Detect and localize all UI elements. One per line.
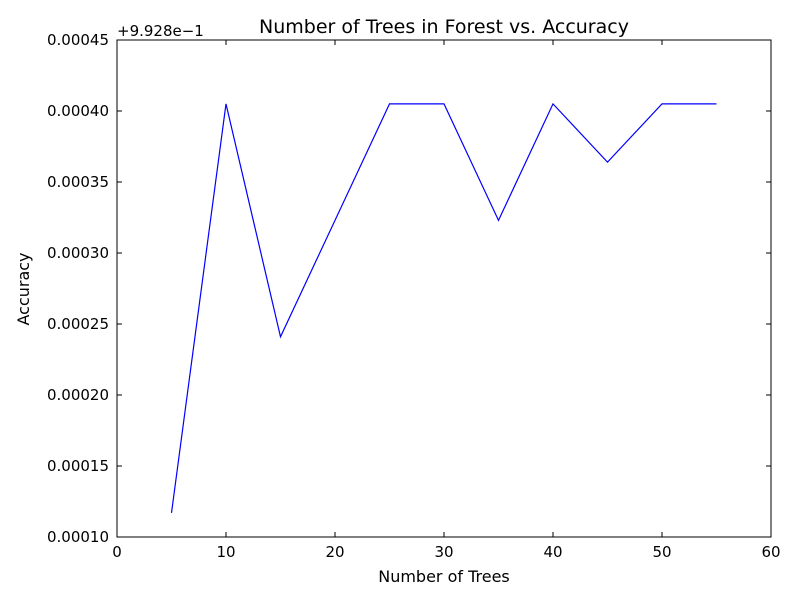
- chart-title: Number of Trees in Forest vs. Accuracy: [259, 16, 629, 38]
- data-point: [225, 103, 226, 104]
- y-offset-label: +9.928e−1: [117, 22, 204, 40]
- data-point: [443, 103, 444, 104]
- data-point: [552, 103, 553, 104]
- x-tick-label: 40: [543, 543, 562, 561]
- x-tick-label: 20: [325, 543, 344, 561]
- y-tick-label: 0.00045: [47, 31, 109, 49]
- series-line: [170, 102, 717, 513]
- y-tick-label: 0.00010: [47, 528, 109, 546]
- x-tick-label: 10: [216, 543, 235, 561]
- ticks-layer: 0 10 20 30 40 50 60 0.00010 0.00015 0.00020 0.0002…: [47, 31, 781, 561]
- series-layer: [170, 102, 717, 513]
- y-tick-label: 0.00030: [47, 244, 109, 262]
- data-point: [171, 512, 172, 513]
- x-tick-label: 50: [652, 543, 671, 561]
- y-axis-label: Accuracy: [14, 252, 33, 325]
- x-tick-label: 30: [434, 543, 453, 561]
- y-tick-label: 0.00040: [47, 102, 109, 120]
- y-tick-label: 0.00015: [47, 457, 109, 475]
- plot-frame: [116, 39, 772, 538]
- x-tick-label: 60: [761, 543, 780, 561]
- data-point: [661, 103, 662, 104]
- x-axis-label: Number of Trees: [378, 567, 510, 586]
- data-point: [334, 220, 335, 221]
- data-point: [389, 103, 390, 104]
- x-tick-label: 0: [112, 543, 122, 561]
- y-tick-label: 0.00025: [47, 315, 109, 333]
- y-tick-label: 0.00035: [47, 173, 109, 191]
- data-point: [716, 103, 717, 104]
- data-point: [498, 220, 499, 221]
- y-tick-label: 0.00020: [47, 386, 109, 404]
- data-point: [607, 162, 608, 163]
- data-point: [280, 336, 281, 337]
